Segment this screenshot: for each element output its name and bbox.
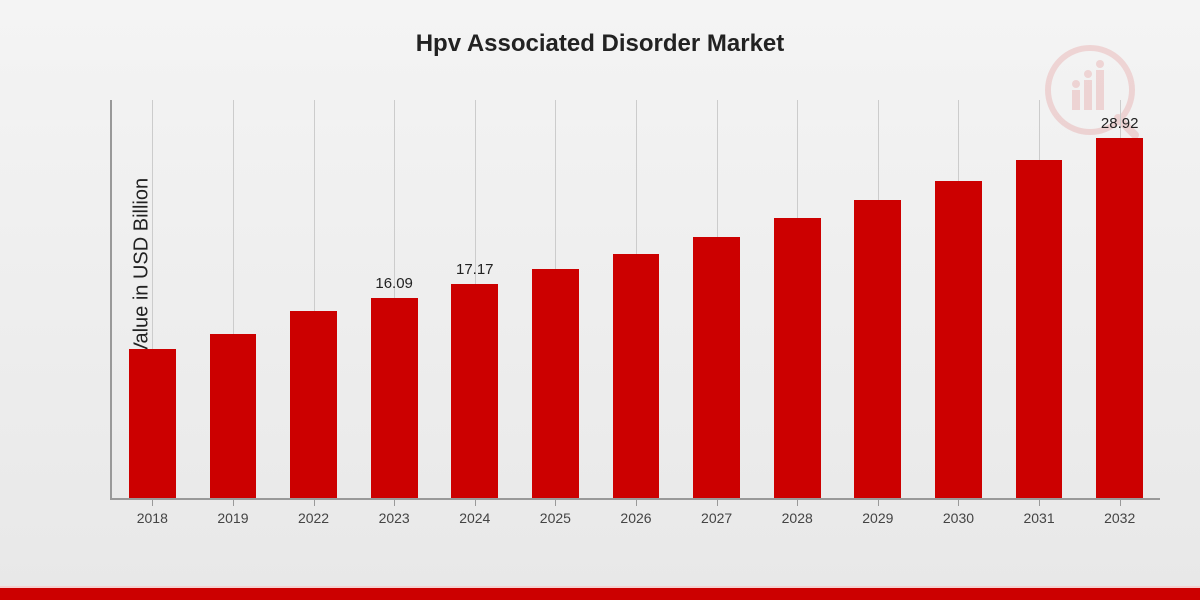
x-axis-label: 2022 [298, 510, 329, 526]
x-tick [1120, 498, 1121, 506]
bar [129, 349, 176, 498]
x-tick [314, 498, 315, 506]
footer-stripe [0, 588, 1200, 600]
x-tick [152, 498, 153, 506]
x-tick [394, 498, 395, 506]
bar [693, 237, 740, 498]
bar [290, 311, 337, 498]
bar [613, 254, 660, 498]
plot-area: 20182019202216.09202317.1720242025202620… [110, 100, 1160, 500]
x-tick [958, 498, 959, 506]
x-axis-label: 2025 [540, 510, 571, 526]
bar-value-label: 16.09 [375, 275, 413, 292]
x-axis-label: 2024 [459, 510, 490, 526]
bar-value-label: 17.17 [456, 261, 494, 278]
x-tick [555, 498, 556, 506]
x-axis-label: 2023 [379, 510, 410, 526]
chart-container: 2018 2019 2022 16.09 2023 17.17 2024 2025 2026 20… [80, 100, 1160, 540]
x-axis-label: 2028 [782, 510, 813, 526]
x-tick [1039, 498, 1040, 506]
bar [935, 181, 982, 498]
bar [1016, 160, 1063, 498]
x-tick [717, 498, 718, 506]
bar-value-label: 28.92 [1101, 115, 1139, 132]
bar [1096, 138, 1143, 498]
bar [774, 218, 821, 498]
x-tick [233, 498, 234, 506]
x-tick [636, 498, 637, 506]
x-axis-label: 2027 [701, 510, 732, 526]
x-axis-label: 2031 [1023, 510, 1054, 526]
x-axis-label: 2026 [620, 510, 651, 526]
x-axis-label: 2029 [862, 510, 893, 526]
bar [532, 269, 579, 498]
x-axis-label: 2032 [1104, 510, 1135, 526]
x-tick [797, 498, 798, 506]
bar [451, 284, 498, 498]
x-axis-label: 2018 [137, 510, 168, 526]
bar [854, 200, 901, 499]
bar [371, 298, 418, 498]
bar [210, 334, 257, 498]
x-tick [475, 498, 476, 506]
x-axis-label: 2030 [943, 510, 974, 526]
x-axis-label: 2019 [217, 510, 248, 526]
x-tick [878, 498, 879, 506]
chart-title: Hpv Associated Disorder Market [0, 0, 1200, 58]
